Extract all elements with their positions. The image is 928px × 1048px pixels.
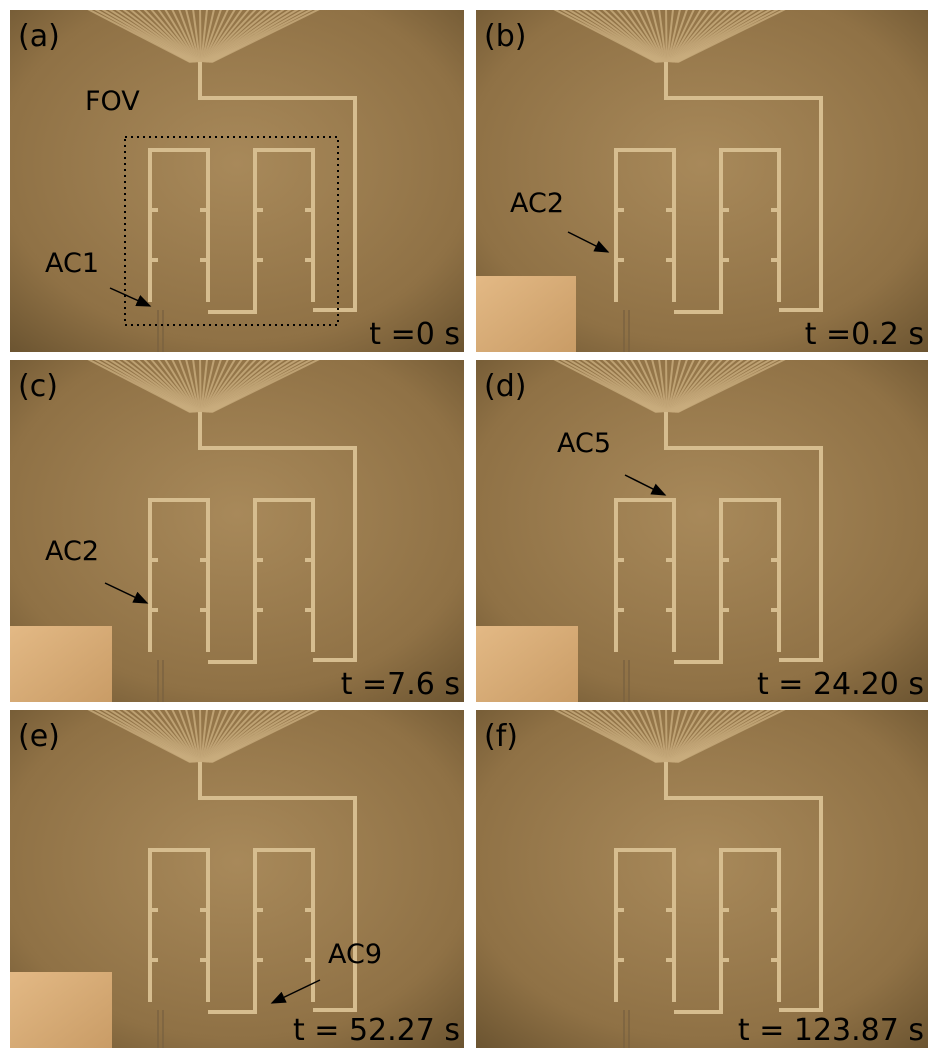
panel-label: (d) bbox=[484, 369, 526, 404]
comb-line bbox=[200, 355, 201, 412]
time-label: t = 24.20 s bbox=[757, 667, 924, 702]
time-label: t =0.2 s bbox=[805, 317, 924, 352]
micrograph bbox=[476, 710, 928, 1048]
panel: (f) t = 123.87 s bbox=[476, 705, 928, 1048]
figure: (a) t =0 s FOV AC1 (b) t =0.2 s AC2 (c) t =7.6 s… bbox=[0, 0, 928, 1048]
annotation: AC5 bbox=[557, 428, 611, 459]
time-label: t = 123.87 s bbox=[738, 1013, 924, 1048]
time-label: t =7.6 s bbox=[341, 667, 460, 702]
annotation: AC2 bbox=[45, 536, 99, 567]
time-label: t =0 s bbox=[369, 317, 460, 352]
panel-label: (f) bbox=[484, 719, 518, 754]
comb-line bbox=[200, 5, 201, 62]
time-label: t = 52.27 s bbox=[293, 1013, 460, 1048]
micrograph bbox=[10, 10, 464, 352]
panel: (c) t =7.6 s AC2 bbox=[10, 355, 464, 702]
panel: (a) t =0 s FOV AC1 bbox=[10, 5, 464, 352]
comb-line bbox=[200, 705, 201, 762]
panel-label: (e) bbox=[18, 719, 60, 754]
panel: (e) t = 52.27 s AC9 bbox=[10, 705, 464, 1048]
annotation: FOV bbox=[85, 86, 140, 117]
inset bbox=[476, 626, 578, 702]
inset bbox=[476, 276, 576, 352]
annotation: AC2 bbox=[510, 188, 564, 219]
panel-label: (a) bbox=[18, 19, 60, 54]
comb-line bbox=[666, 5, 667, 62]
inset bbox=[10, 626, 112, 702]
panel-label: (c) bbox=[18, 369, 58, 404]
comb-line bbox=[666, 705, 667, 762]
annotation: AC1 bbox=[45, 248, 99, 279]
panel: (d) t = 24.20 s AC5 bbox=[476, 355, 928, 702]
panel-label: (b) bbox=[484, 19, 526, 54]
comb-line bbox=[666, 355, 667, 412]
annotation: AC9 bbox=[328, 939, 382, 970]
inset bbox=[10, 972, 112, 1048]
panel: (b) t =0.2 s AC2 bbox=[476, 5, 928, 352]
